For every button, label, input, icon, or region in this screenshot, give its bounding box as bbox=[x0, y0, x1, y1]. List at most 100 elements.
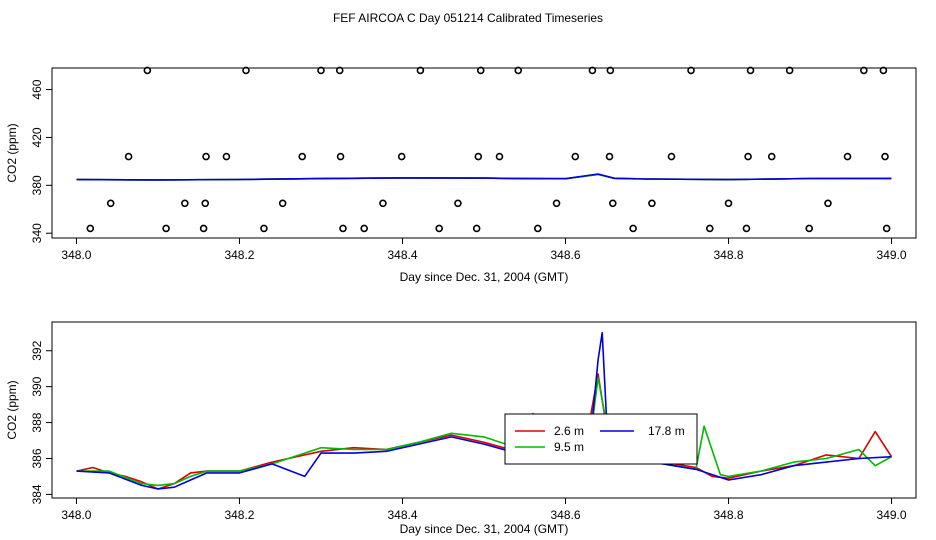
bottom-series-line-blue bbox=[76, 332, 892, 490]
top-scatter-point bbox=[605, 152, 614, 161]
top-scatter-point bbox=[360, 224, 368, 233]
top-scatter-point bbox=[552, 199, 561, 208]
top-scatter-point bbox=[881, 152, 889, 161]
top-scatter-point bbox=[843, 152, 852, 161]
top-scatter-point bbox=[744, 152, 752, 161]
top-scatter-point bbox=[533, 224, 542, 233]
top-scatter-point bbox=[298, 152, 307, 161]
top-scatter-point bbox=[106, 199, 115, 208]
top-scatter-point bbox=[882, 224, 891, 233]
top-scatter-point bbox=[317, 66, 325, 75]
top-scatter-point bbox=[879, 66, 888, 75]
top-y-axis-label: CO2 (ppm) bbox=[5, 123, 19, 182]
top-scatter-point bbox=[724, 199, 733, 208]
bottom-x-tick-label: 348.2 bbox=[224, 508, 254, 522]
top-scatter-point bbox=[667, 152, 676, 161]
top-scatter-point bbox=[201, 199, 210, 208]
top-scatter-point bbox=[222, 152, 231, 161]
legend-box bbox=[504, 413, 698, 465]
top-series-lines bbox=[76, 173, 892, 181]
top-x-tick-label: 348.8 bbox=[714, 248, 744, 262]
top-scatter-point bbox=[687, 66, 695, 75]
top-scatter-point bbox=[785, 66, 794, 75]
top-scatter-points bbox=[86, 66, 891, 233]
top-scatter-point bbox=[260, 224, 268, 233]
top-series-line-blue bbox=[76, 173, 892, 181]
top-x-tick-label: 349.0 bbox=[877, 248, 907, 262]
top-scatter-point bbox=[860, 66, 868, 75]
top-scatter-point bbox=[335, 66, 344, 75]
legend-label-green: 9.5 m bbox=[554, 440, 584, 454]
top-scatter-point bbox=[435, 224, 443, 233]
top-scatter-point bbox=[202, 152, 210, 161]
bottom-x-tick-label: 348.6 bbox=[550, 508, 580, 522]
bottom-x-axis-label: Day since Dec. 31, 2004 (GMT) bbox=[400, 522, 569, 536]
top-scatter-point bbox=[629, 224, 637, 233]
top-scatter-point bbox=[416, 66, 425, 75]
top-x-tick-label: 348.0 bbox=[61, 248, 91, 262]
top-scatter-point bbox=[805, 224, 814, 233]
bottom-panel: 348.0 348.2 348.4 348.6 348.8 349.0 384 386 388… bbox=[5, 321, 917, 536]
top-y-axis: 340 380 420 460 bbox=[30, 79, 52, 243]
top-scatter-point bbox=[199, 224, 208, 233]
top-x-tick-label: 348.6 bbox=[550, 248, 580, 262]
top-y-tick-label: 380 bbox=[30, 175, 44, 195]
top-scatter-point bbox=[514, 66, 523, 75]
top-scatter-point bbox=[588, 66, 597, 75]
top-panel: 348.0 348.2 348.4 348.6 348.8 349.0 340 380 420… bbox=[5, 66, 917, 284]
top-scatter-point bbox=[454, 199, 462, 208]
bottom-y-tick-label: 392 bbox=[30, 340, 44, 360]
top-scatter-point bbox=[608, 199, 617, 208]
top-scatter-point bbox=[746, 66, 755, 75]
bottom-x-tick-label: 349.0 bbox=[877, 508, 907, 522]
bottom-y-tick-label: 390 bbox=[30, 376, 44, 396]
bottom-plot-frame bbox=[51, 321, 917, 499]
bottom-y-tick-label: 386 bbox=[30, 448, 44, 468]
top-scatter-point bbox=[571, 152, 580, 161]
bottom-x-tick-label: 348.0 bbox=[61, 508, 91, 522]
top-scatter-point bbox=[124, 152, 133, 161]
top-scatter-point bbox=[336, 152, 345, 161]
top-y-tick-label: 460 bbox=[30, 79, 44, 99]
top-scatter-point bbox=[397, 152, 406, 161]
bottom-y-axis: 384 386 388 390 392 bbox=[30, 340, 52, 504]
legend: 2.6 m 9.5 m 17.8 m bbox=[504, 413, 698, 465]
bottom-x-tick-label: 348.8 bbox=[714, 508, 744, 522]
top-scatter-point bbox=[242, 66, 250, 75]
top-x-axis: 348.0 348.2 348.4 348.6 348.8 349.0 bbox=[61, 238, 907, 262]
bottom-y-axis-label: CO2 (ppm) bbox=[5, 380, 19, 439]
top-scatter-point bbox=[474, 152, 483, 161]
bottom-x-tick-label: 348.4 bbox=[387, 508, 417, 522]
top-scatter-point bbox=[278, 199, 287, 208]
bottom-series-line-green bbox=[76, 376, 892, 487]
top-scatter-point bbox=[606, 66, 615, 75]
top-scatter-point bbox=[472, 224, 481, 233]
bottom-y-tick-label: 384 bbox=[30, 484, 44, 504]
top-scatter-point bbox=[767, 152, 776, 161]
top-x-tick-label: 348.4 bbox=[387, 248, 417, 262]
top-scatter-point bbox=[379, 199, 387, 208]
top-scatter-point bbox=[705, 224, 714, 233]
bottom-series-lines bbox=[76, 332, 893, 490]
top-scatter-point bbox=[181, 199, 189, 208]
top-scatter-point bbox=[476, 66, 485, 75]
bottom-y-tick-label: 388 bbox=[30, 412, 44, 432]
top-y-tick-label: 340 bbox=[30, 223, 44, 243]
top-y-tick-label: 420 bbox=[30, 127, 44, 147]
top-x-axis-label: Day since Dec. 31, 2004 (GMT) bbox=[400, 270, 569, 284]
top-x-tick-label: 348.2 bbox=[224, 248, 254, 262]
legend-label-red: 2.6 m bbox=[554, 424, 584, 438]
top-scatter-point bbox=[143, 66, 152, 75]
top-scatter-point bbox=[339, 224, 347, 233]
top-scatter-point bbox=[742, 224, 751, 233]
top-plot-frame bbox=[51, 67, 917, 239]
chart-title: FEF AIRCOA C Day 051214 Calibrated Times… bbox=[333, 11, 603, 25]
legend-label-blue: 17.8 m bbox=[648, 424, 685, 438]
top-scatter-point bbox=[86, 224, 95, 233]
top-scatter-point bbox=[162, 224, 170, 233]
bottom-x-axis: 348.0 348.2 348.4 348.6 348.8 349.0 bbox=[61, 498, 907, 522]
top-scatter-point bbox=[824, 199, 832, 208]
top-scatter-point bbox=[495, 152, 504, 161]
top-scatter-point bbox=[648, 199, 656, 208]
